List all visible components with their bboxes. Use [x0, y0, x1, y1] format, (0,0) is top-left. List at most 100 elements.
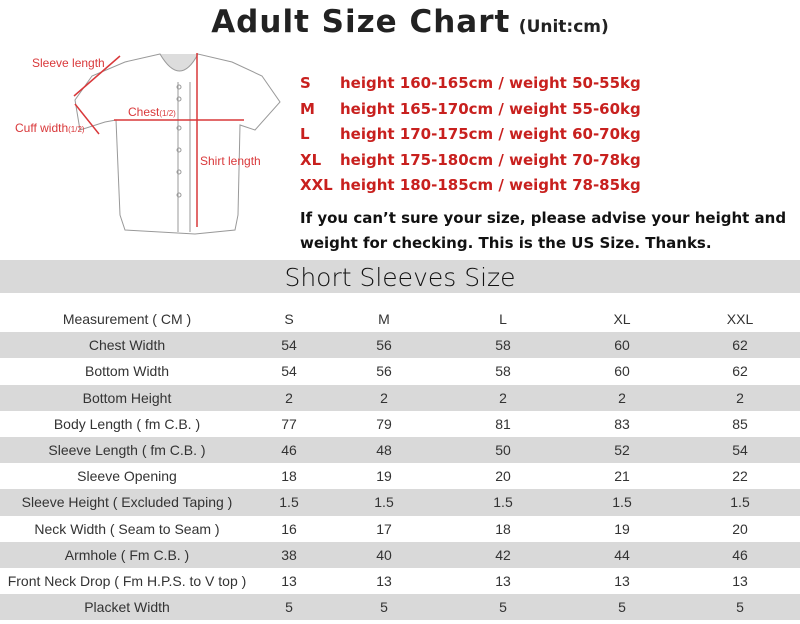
row-label: Sleeve Opening — [77, 468, 177, 485]
row-label: Neck Width ( Seam to Seam ) — [34, 520, 220, 537]
size-guide-row: XL height 175-180cm / weight 70-78kg — [300, 150, 641, 169]
table-cell: 60 — [614, 363, 630, 380]
table-cell: 13 — [732, 572, 748, 589]
row-label: Measurement ( CM ) — [62, 311, 192, 328]
table-row: Chest Width 54 56 58 60 62 — [0, 332, 800, 359]
table-cell: 20 — [732, 520, 748, 537]
size-guide-row: XXL height 180-185cm / weight 78-85kg — [300, 176, 641, 194]
table-cell: 79 — [376, 415, 392, 432]
table-cell: 44 — [614, 546, 630, 563]
table-cell: 13 — [281, 572, 297, 589]
table-cell: 5 — [618, 599, 626, 616]
row-label: Front Neck Drop ( Fm H.P.S. to V top ) — [7, 572, 247, 589]
table-cell: 54 — [281, 363, 297, 380]
size-table: Measurement ( CM ) S M L XL XXL Chest Width 54 5… — [0, 306, 800, 621]
table-cell: 5 — [285, 599, 293, 616]
label-shirt-length: Shirt length — [200, 154, 261, 168]
table-cell: 81 — [495, 415, 511, 432]
table-cell: 62 — [732, 337, 748, 354]
table-cell: M — [378, 311, 390, 328]
table-cell: XL — [613, 311, 631, 328]
title-unit: (Unit:cm) — [518, 17, 609, 37]
table-row: Sleeve Opening 18 19 20 21 22 — [0, 463, 800, 489]
table-cell: 2 — [618, 389, 626, 406]
table-row: Body Length ( fm C.B. ) 77 79 81 83 85 — [0, 411, 800, 437]
table-row: Sleeve Height ( Excluded Taping ) 1.5 1.5 1… — [0, 489, 800, 516]
table-cell: 19 — [376, 468, 392, 485]
table-cell: 21 — [614, 468, 630, 485]
table-cell: 18 — [495, 520, 511, 537]
table-row: Front Neck Drop ( Fm H.P.S. to V top ) 13… — [0, 568, 800, 594]
table-row: Sleeve Length ( fm C.B. ) 46 48 50 52 54 — [0, 436, 800, 464]
table-cell: 1.5 — [730, 494, 750, 511]
table-cell: 19 — [614, 520, 630, 537]
row-label: Armhole ( Fm C.B. ) — [64, 546, 190, 563]
row-label: Sleeve Height ( Excluded Taping ) — [21, 494, 233, 511]
shirt-diagram: Sleeve length Chest(1/2) Cuff width(1/2)… — [15, 53, 281, 235]
table-cell: 46 — [732, 546, 748, 563]
table-cell: 1.5 — [493, 494, 513, 511]
table-cell: 13 — [376, 572, 392, 589]
table-cell: 42 — [495, 546, 511, 563]
table-cell: 16 — [281, 520, 297, 537]
row-label: Bottom Height — [82, 389, 172, 406]
table-cell: 5 — [380, 599, 388, 616]
table-cell: 2 — [285, 389, 293, 406]
table-cell: 38 — [281, 546, 297, 563]
table-cell: 46 — [281, 442, 297, 459]
table-row: Bottom Height 2 2 2 2 2 — [0, 384, 800, 411]
table-cell: 20 — [495, 468, 511, 485]
label-cuff-width: Cuff width(1/2) — [15, 121, 85, 135]
table-cell: 54 — [732, 442, 748, 459]
table-cell: 85 — [732, 415, 748, 432]
title-main: Adult Size Chart — [211, 4, 511, 40]
table-cell: 50 — [495, 442, 511, 459]
table-row: Bottom Width 54 56 58 60 62 — [0, 358, 800, 384]
cuff-width-line — [74, 103, 100, 135]
table-row: Neck Width ( Seam to Seam ) 16 17 18 19 20 — [0, 516, 800, 542]
table-cell: 5 — [736, 599, 744, 616]
table-cell: 17 — [376, 520, 392, 537]
table-cell: 83 — [614, 415, 630, 432]
table-row: Armhole ( Fm C.B. ) 38 40 42 44 46 — [0, 541, 800, 568]
table-cell: 40 — [376, 546, 392, 563]
table-cell: 1.5 — [374, 494, 394, 511]
table-cell: 18 — [281, 468, 297, 485]
table-cell: 54 — [281, 337, 297, 354]
table-cell: 77 — [281, 415, 297, 432]
table-cell: XXL — [726, 311, 754, 328]
table-cell: 60 — [614, 337, 630, 354]
row-label: Bottom Width — [84, 363, 170, 380]
table-cell: 2 — [380, 389, 388, 406]
table-cell: 52 — [614, 442, 630, 459]
table-cell: 56 — [376, 337, 392, 354]
table-cell: 56 — [376, 363, 392, 380]
row-label: Placket Width — [84, 599, 170, 616]
table-cell: 1.5 — [279, 494, 299, 511]
table-cell: S — [284, 311, 294, 328]
table-title: Short Sleeves Size — [0, 260, 800, 293]
table-cell: 58 — [495, 337, 511, 354]
table-cell: 13 — [495, 572, 511, 589]
table-cell: 13 — [614, 572, 630, 589]
table-cell: 22 — [732, 468, 748, 485]
label-sleeve-length: Sleeve length — [32, 56, 105, 70]
table-cell: 2 — [499, 389, 507, 406]
table-cell: L — [499, 311, 507, 328]
label-chest: Chest(1/2) — [128, 105, 176, 119]
page-title: Adult Size Chart (Unit:cm) — [0, 4, 800, 40]
table-cell: 5 — [499, 599, 507, 616]
table-header: Measurement ( CM ) S M L XL XXL — [0, 306, 800, 332]
table-cell: 1.5 — [612, 494, 632, 511]
table-row: Placket Width 5 5 5 5 5 — [0, 594, 800, 621]
sleeve-length-line — [73, 55, 121, 97]
row-label: Chest Width — [88, 337, 166, 354]
table-cell: 62 — [732, 363, 748, 380]
row-label: Sleeve Length ( fm C.B. ) — [48, 442, 206, 459]
table-cell: 48 — [376, 442, 392, 459]
size-note: If you can’t sure your size, please advi… — [300, 209, 787, 252]
row-label: Body Length ( fm C.B. ) — [53, 415, 201, 432]
